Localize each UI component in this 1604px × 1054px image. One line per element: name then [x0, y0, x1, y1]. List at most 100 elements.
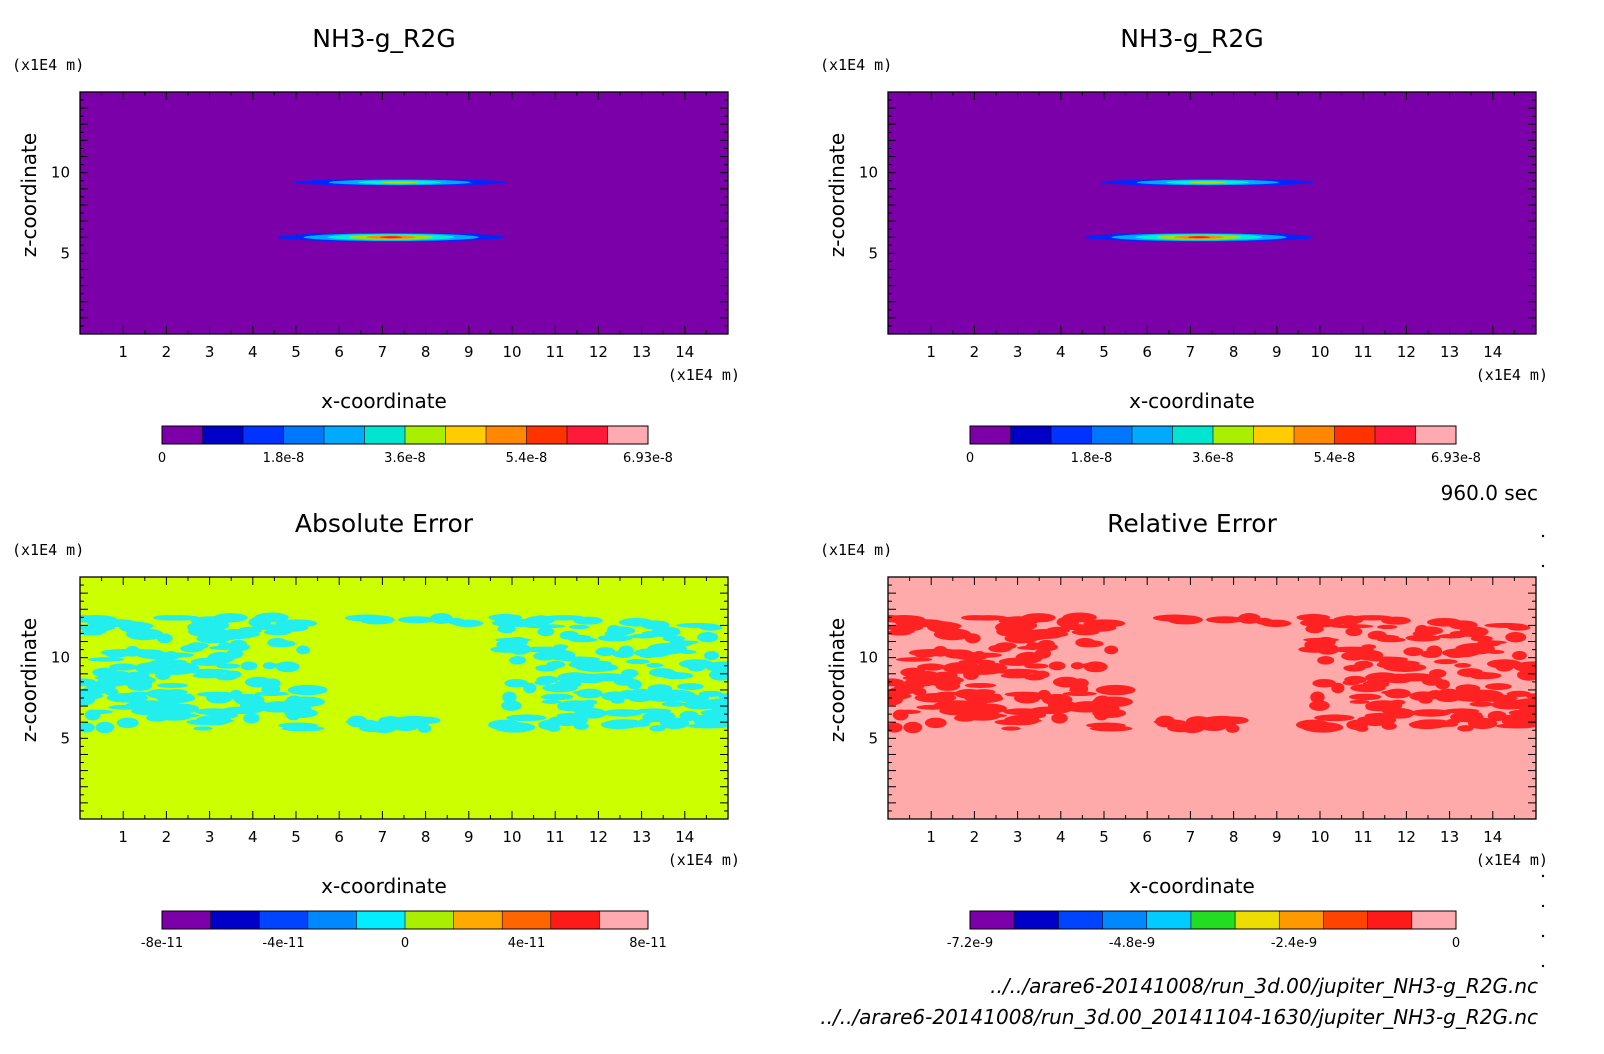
colorbar-swatch	[486, 426, 527, 444]
x-tick-label: 13	[632, 828, 651, 846]
y-tick-label: 5	[60, 244, 70, 262]
chart-panel-1: NH3-g_R2G(x1E4 m)(x1E4 m)1 2 3 4 5 6 7 8 9 10 11 12…	[12, 24, 740, 466]
error-patch-1-55	[903, 721, 923, 734]
error-patch-1-136	[1094, 709, 1109, 721]
x-tick-label: 9	[1272, 343, 1282, 361]
error-patch-3-13	[1217, 716, 1249, 725]
error-patch-4-3	[1167, 615, 1203, 625]
x-tick-label: 7	[1186, 828, 1196, 846]
error-patch-1-99	[240, 661, 258, 671]
x-tick-label: 7	[378, 343, 388, 361]
colorbar: 0 1.8e-8 3.6e-8 5.4e-8 6.93e-8	[158, 425, 673, 466]
error-patch-2-118	[554, 680, 582, 689]
colorbar-swatch	[550, 911, 600, 929]
colorbar-swatch	[283, 426, 325, 444]
error-patch-1-73	[80, 678, 97, 687]
error-patch-2-123	[553, 644, 569, 650]
y-tick-label: 5	[868, 244, 878, 262]
tick-marks	[80, 577, 728, 819]
error-patch-2-77	[1410, 722, 1444, 730]
colorbar-swatch	[1102, 911, 1148, 929]
x-tick-label: 4	[1056, 828, 1066, 846]
colorbar-swatch	[970, 911, 1015, 929]
error-patch-2-24	[501, 700, 522, 711]
x-tick-label: 8	[1229, 343, 1239, 361]
colorbar-swatch	[1334, 426, 1376, 444]
colorbar-swatch	[405, 911, 455, 929]
error-patch-1-65	[264, 678, 281, 689]
colorbar-tick-label: 5.4e-8	[506, 451, 548, 466]
y-unit-label: (x1E4 m)	[820, 56, 892, 74]
error-patch-2-51	[595, 647, 616, 657]
x-tick-label: 10	[502, 828, 521, 846]
error-patch-2-101	[1477, 694, 1518, 703]
error-patch-4-6	[1237, 613, 1261, 624]
colorbar-swatch	[1172, 426, 1214, 444]
colorbar-tick-label: 5.4e-8	[1314, 451, 1356, 466]
tick-marks	[888, 92, 1536, 334]
error-patch-2-69	[1433, 659, 1458, 665]
chart-panel-4: Relative Error(x1E4 m)(x1E4 m)1 2 3 4 5 6 7 8 9 1…	[820, 509, 1548, 951]
error-patch-1-74	[254, 691, 289, 696]
error-patch-1-70	[296, 645, 311, 655]
contour-band-1-4	[1189, 181, 1226, 184]
x-tick-label: 11	[546, 828, 565, 846]
x-tick-label: 11	[1354, 828, 1373, 846]
x-tick-label: 12	[1397, 343, 1416, 361]
error-patch-2-121	[1384, 660, 1420, 666]
error-patch-1-14	[930, 622, 962, 631]
x-tick-label: 3	[1013, 343, 1023, 361]
error-patch-2-64	[633, 648, 672, 658]
error-patch-2-134	[661, 671, 684, 680]
error-patch-3-5	[1153, 719, 1186, 725]
error-patch-2-102	[1382, 673, 1415, 684]
error-patch-2-125	[573, 690, 592, 695]
x-tick-label: 1	[926, 343, 936, 361]
error-patch-2-27	[504, 678, 529, 688]
colorbar-swatch	[970, 426, 1011, 444]
colorbar-tick-label: 1.8e-8	[263, 451, 305, 466]
error-patch-1-131	[228, 643, 250, 652]
x-axis-label: x-coordinate	[321, 389, 447, 413]
error-patch-1-117	[1080, 662, 1107, 668]
colorbar-swatch	[567, 426, 608, 444]
error-patch-1-100	[273, 704, 312, 712]
error-patch-2-68	[1470, 635, 1493, 642]
error-patch-2-66	[1446, 718, 1461, 724]
colorbar-swatch	[1279, 911, 1324, 929]
error-patch-2-133	[541, 699, 562, 704]
colorbar-swatch	[1058, 911, 1104, 929]
colorbar-tick-label: 1.8e-8	[1071, 451, 1113, 466]
error-patch-2-119	[1429, 669, 1447, 678]
colorbar-swatch	[356, 911, 406, 929]
field-background	[888, 92, 1536, 334]
error-patch-2-122	[1467, 717, 1498, 730]
colorbar-swatch	[1010, 426, 1052, 444]
error-patch-4-6	[429, 613, 453, 624]
y-unit-label: (x1E4 m)	[820, 541, 892, 559]
time-label: 960.0 sec	[1441, 481, 1538, 505]
error-patch-2-106	[1377, 624, 1398, 630]
error-patch-2-127	[1310, 691, 1325, 704]
error-patch-1-128	[888, 624, 924, 632]
colorbar-swatch	[453, 911, 503, 929]
error-patch-1-62	[188, 626, 214, 636]
error-patch-1-112	[1095, 684, 1136, 696]
error-patch-1-140	[243, 712, 260, 724]
error-patch-2-3	[1410, 709, 1451, 717]
error-patch-2-100	[660, 711, 675, 718]
x-tick-label: 12	[589, 828, 608, 846]
error-patch-1-91	[964, 704, 991, 709]
error-patch-1-135	[998, 616, 1040, 626]
error-patch-1-48	[80, 614, 92, 623]
colorbar-tick-label: -2.4e-9	[1271, 936, 1317, 951]
error-patch-1-126	[937, 700, 974, 706]
error-patch-1-109	[233, 693, 265, 706]
error-patch-2-124	[1385, 708, 1415, 719]
colorbar-swatch	[1213, 426, 1254, 444]
error-patch-1-114	[1062, 612, 1097, 623]
x-tick-label: 14	[1483, 828, 1502, 846]
error-patch-2-114	[1405, 634, 1441, 642]
y-tick-label: 10	[51, 164, 70, 182]
error-patch-1-128	[80, 624, 116, 632]
